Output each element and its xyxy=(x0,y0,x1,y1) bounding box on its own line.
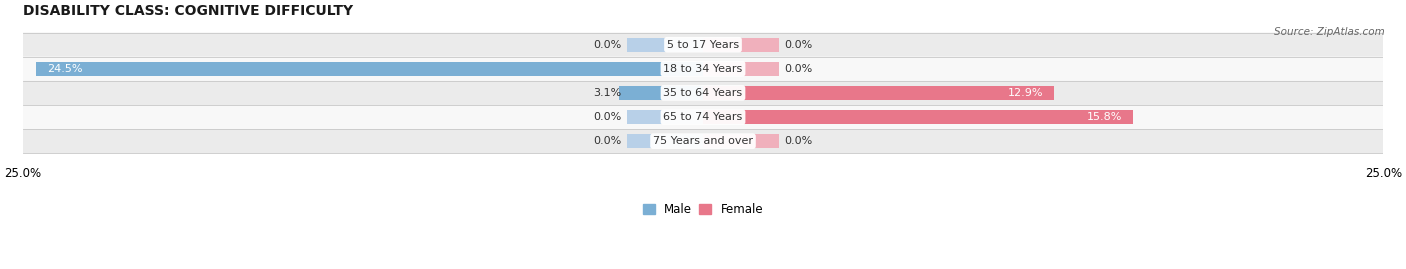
Text: 75 Years and over: 75 Years and over xyxy=(652,136,754,146)
Bar xyxy=(627,110,703,124)
Bar xyxy=(703,62,779,76)
Text: 0.0%: 0.0% xyxy=(785,64,813,74)
Bar xyxy=(627,38,703,52)
Bar xyxy=(627,134,703,148)
Bar xyxy=(619,86,703,100)
Bar xyxy=(703,86,1054,100)
Text: 3.1%: 3.1% xyxy=(593,88,621,98)
Bar xyxy=(703,86,779,100)
Text: 0.0%: 0.0% xyxy=(785,40,813,50)
Legend: Male, Female: Male, Female xyxy=(638,199,768,221)
Bar xyxy=(703,134,779,148)
FancyBboxPatch shape xyxy=(22,57,1384,81)
Text: Source: ZipAtlas.com: Source: ZipAtlas.com xyxy=(1274,27,1385,37)
FancyBboxPatch shape xyxy=(22,33,1384,57)
Text: 18 to 34 Years: 18 to 34 Years xyxy=(664,64,742,74)
Text: 12.9%: 12.9% xyxy=(1008,88,1043,98)
Text: DISABILITY CLASS: COGNITIVE DIFFICULTY: DISABILITY CLASS: COGNITIVE DIFFICULTY xyxy=(22,4,353,18)
Text: 65 to 74 Years: 65 to 74 Years xyxy=(664,112,742,122)
Bar xyxy=(703,110,779,124)
Text: 15.8%: 15.8% xyxy=(1087,112,1122,122)
FancyBboxPatch shape xyxy=(22,81,1384,105)
Bar xyxy=(627,62,703,76)
Text: 0.0%: 0.0% xyxy=(593,136,621,146)
Text: 24.5%: 24.5% xyxy=(48,64,83,74)
Text: 5 to 17 Years: 5 to 17 Years xyxy=(666,40,740,50)
Bar xyxy=(703,38,779,52)
FancyBboxPatch shape xyxy=(22,105,1384,129)
Text: 35 to 64 Years: 35 to 64 Years xyxy=(664,88,742,98)
Bar xyxy=(627,86,703,100)
Bar xyxy=(703,110,1133,124)
FancyBboxPatch shape xyxy=(22,129,1384,153)
Text: 0.0%: 0.0% xyxy=(785,136,813,146)
Bar xyxy=(37,62,703,76)
Text: 0.0%: 0.0% xyxy=(593,112,621,122)
Text: 0.0%: 0.0% xyxy=(593,40,621,50)
